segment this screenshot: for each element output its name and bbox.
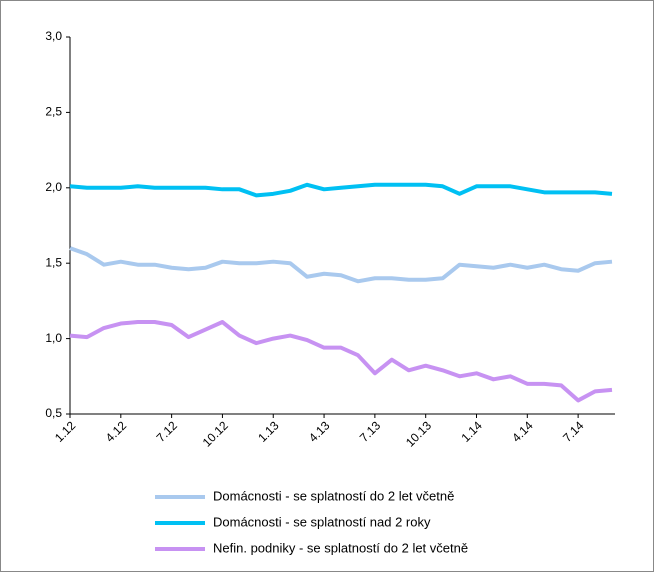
y-tick-label: 3,0 (45, 29, 62, 43)
series-line (69, 246, 613, 284)
legend-label: Domácnosti - se splatností nad 2 roky (213, 514, 431, 529)
legend-label: Nefin. podniky - se splatností do 2 let … (213, 540, 468, 555)
series-line (69, 182, 613, 198)
series-line (69, 320, 613, 403)
y-tick-label: 1,0 (45, 331, 62, 345)
y-tick-label: 2,0 (45, 180, 62, 194)
y-tick-label: 1,5 (45, 255, 62, 269)
y-tick-label: 0,5 (45, 406, 62, 420)
legend-label: Domácnosti - se splatností do 2 let včet… (213, 488, 454, 503)
y-tick-label: 2,5 (45, 105, 62, 119)
